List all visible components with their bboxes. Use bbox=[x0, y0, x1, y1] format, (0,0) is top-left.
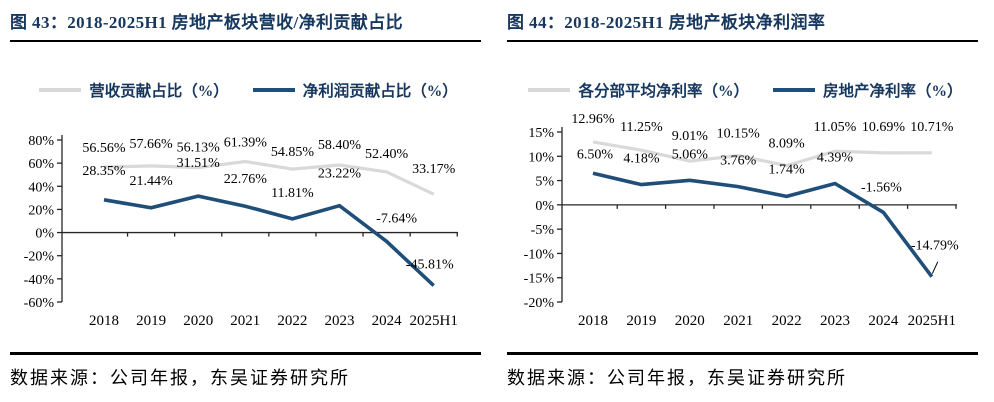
data-point-label: 11.81% bbox=[271, 186, 314, 201]
data-point-label: -45.81% bbox=[406, 258, 454, 273]
series-line bbox=[103, 159, 435, 196]
figure-44-legend: 各分部平均净利率（%） 房地产净利率（%） bbox=[501, 78, 990, 102]
x-category-label: 2021 bbox=[723, 313, 753, 329]
figure-43-legend: 营收贡献占比（%） 净利润贡献占比（%） bbox=[4, 78, 493, 102]
legend-label: 各分部平均净利率（%） bbox=[578, 83, 749, 100]
x-category-label: 2022 bbox=[772, 313, 802, 329]
data-point-label: 21.44% bbox=[130, 174, 174, 189]
x-category-label: 2024 bbox=[372, 313, 403, 329]
figure-44-panel: 图 44：2018-2025H1 房地产板块净利润率 各分部平均净利率（%） 房地… bbox=[497, 0, 994, 402]
series-line bbox=[103, 194, 435, 287]
x-category-label: 2023 bbox=[325, 313, 355, 329]
data-point-label: 61.39% bbox=[224, 136, 268, 151]
data-point-label: 4.39% bbox=[817, 151, 854, 166]
data-point-label: 57.66% bbox=[130, 137, 174, 152]
data-point-label: 3.76% bbox=[720, 154, 757, 169]
legend-line-swatch bbox=[773, 88, 815, 92]
y-tick-label: 0% bbox=[535, 199, 554, 214]
data-point-label: -1.56% bbox=[861, 180, 902, 195]
x-category-label: 2023 bbox=[820, 313, 850, 329]
y-tick-label: -10% bbox=[524, 247, 555, 262]
series-line bbox=[592, 140, 932, 168]
y-tick-label: 5% bbox=[535, 175, 554, 190]
data-point-label: 11.25% bbox=[620, 120, 663, 135]
x-category-label: 2020 bbox=[675, 313, 705, 329]
data-point-label: 28.35% bbox=[82, 164, 126, 179]
y-tick-label: -15% bbox=[524, 272, 555, 287]
y-tick-label: 15% bbox=[528, 126, 554, 141]
legend-label: 净利润贡献占比（%） bbox=[302, 83, 458, 100]
y-tick-label: 0% bbox=[35, 227, 54, 242]
figure-43-source-note: 数据来源：公司年报，东吴证券研究所 bbox=[10, 352, 481, 390]
data-point-label: 58.40% bbox=[318, 138, 362, 153]
x-category-label: 2019 bbox=[136, 313, 166, 329]
data-point-label: 10.71% bbox=[910, 120, 954, 135]
x-category-label: 2022 bbox=[277, 313, 307, 329]
data-point-label: 31.51% bbox=[177, 156, 221, 171]
y-tick-label: -20% bbox=[24, 250, 55, 265]
legend-label: 营收贡献占比（%） bbox=[89, 83, 229, 100]
data-point-label: 56.56% bbox=[82, 141, 126, 156]
data-point-label: 8.09% bbox=[769, 137, 806, 152]
label-leader-line bbox=[931, 261, 939, 274]
x-category-label: 2025H1 bbox=[908, 313, 956, 329]
figure-44-chart-canvas: 15% 10% 5% 0% -5% -10% -15% -20% 2018 2019 2020 202… bbox=[524, 112, 959, 329]
y-tick-label: 20% bbox=[28, 203, 54, 218]
y-tick-label: -20% bbox=[524, 296, 555, 311]
x-category-label: 2019 bbox=[626, 313, 656, 329]
y-tick-label: -60% bbox=[24, 296, 55, 311]
data-point-label: 11.05% bbox=[814, 120, 857, 135]
data-point-label: 4.18% bbox=[623, 152, 660, 167]
data-point-label: 33.17% bbox=[412, 162, 456, 177]
y-tick-label: 10% bbox=[528, 150, 554, 165]
data-point-label: 6.50% bbox=[577, 147, 614, 162]
data-point-label: 23.22% bbox=[318, 167, 362, 182]
legend-item: 营收贡献占比（%） bbox=[39, 79, 229, 101]
legend-item: 净利润贡献占比（%） bbox=[252, 79, 458, 101]
figure-43-panel: 图 43：2018-2025H1 房地产板块营收/净利贡献占比 营收贡献占比（%… bbox=[4, 8, 493, 390]
y-tick-label: -40% bbox=[24, 273, 55, 288]
data-point-label: 54.85% bbox=[271, 145, 315, 160]
data-point-label: 52.40% bbox=[365, 147, 409, 162]
x-category-label: 2018 bbox=[89, 313, 119, 329]
series-line bbox=[592, 171, 934, 278]
legend-label: 房地产净利率（%） bbox=[823, 83, 963, 100]
x-category-label: 2021 bbox=[230, 313, 260, 329]
data-point-label: -7.64% bbox=[376, 211, 417, 226]
y-tick-label: 40% bbox=[28, 180, 54, 195]
legend-item: 各分部平均净利率（%） bbox=[528, 79, 749, 101]
x-category-label: 2018 bbox=[578, 313, 608, 329]
legend-line-swatch bbox=[252, 88, 295, 92]
data-point-label: 9.01% bbox=[672, 129, 709, 144]
data-point-label: 12.96% bbox=[571, 112, 615, 127]
y-tick-label: 60% bbox=[28, 157, 54, 172]
figure-44-title: 图 44：2018-2025H1 房地产板块净利润率 bbox=[507, 8, 978, 42]
data-point-label: 5.06% bbox=[672, 147, 709, 162]
y-tick-label: 80% bbox=[28, 134, 54, 149]
data-point-label: -14.79% bbox=[911, 239, 959, 254]
figure-43-chart-canvas: 80% 60% 40% 20% 0% -20% -40% -60% 2018 2019 2020 20… bbox=[24, 134, 458, 329]
data-point-label: 56.13% bbox=[177, 141, 221, 156]
x-category-label: 2020 bbox=[183, 313, 213, 329]
data-point-label: 22.76% bbox=[224, 172, 268, 187]
x-category-label: 2024 bbox=[868, 313, 899, 329]
x-category-label: 2025H1 bbox=[410, 313, 458, 329]
legend-item: 房地产净利率（%） bbox=[773, 79, 963, 101]
legend-line-swatch bbox=[528, 88, 571, 92]
figure-44-source-note: 数据来源：公司年报，东吴证券研究所 bbox=[507, 352, 978, 390]
figure-43-title: 图 43：2018-2025H1 房地产板块营收/净利贡献占比 bbox=[10, 8, 481, 42]
data-point-label: 1.74% bbox=[769, 162, 806, 177]
y-tick-label: -5% bbox=[531, 223, 555, 238]
data-point-label: 10.69% bbox=[862, 120, 906, 135]
legend-line-swatch bbox=[39, 88, 82, 92]
data-point-label: 10.15% bbox=[717, 127, 761, 142]
